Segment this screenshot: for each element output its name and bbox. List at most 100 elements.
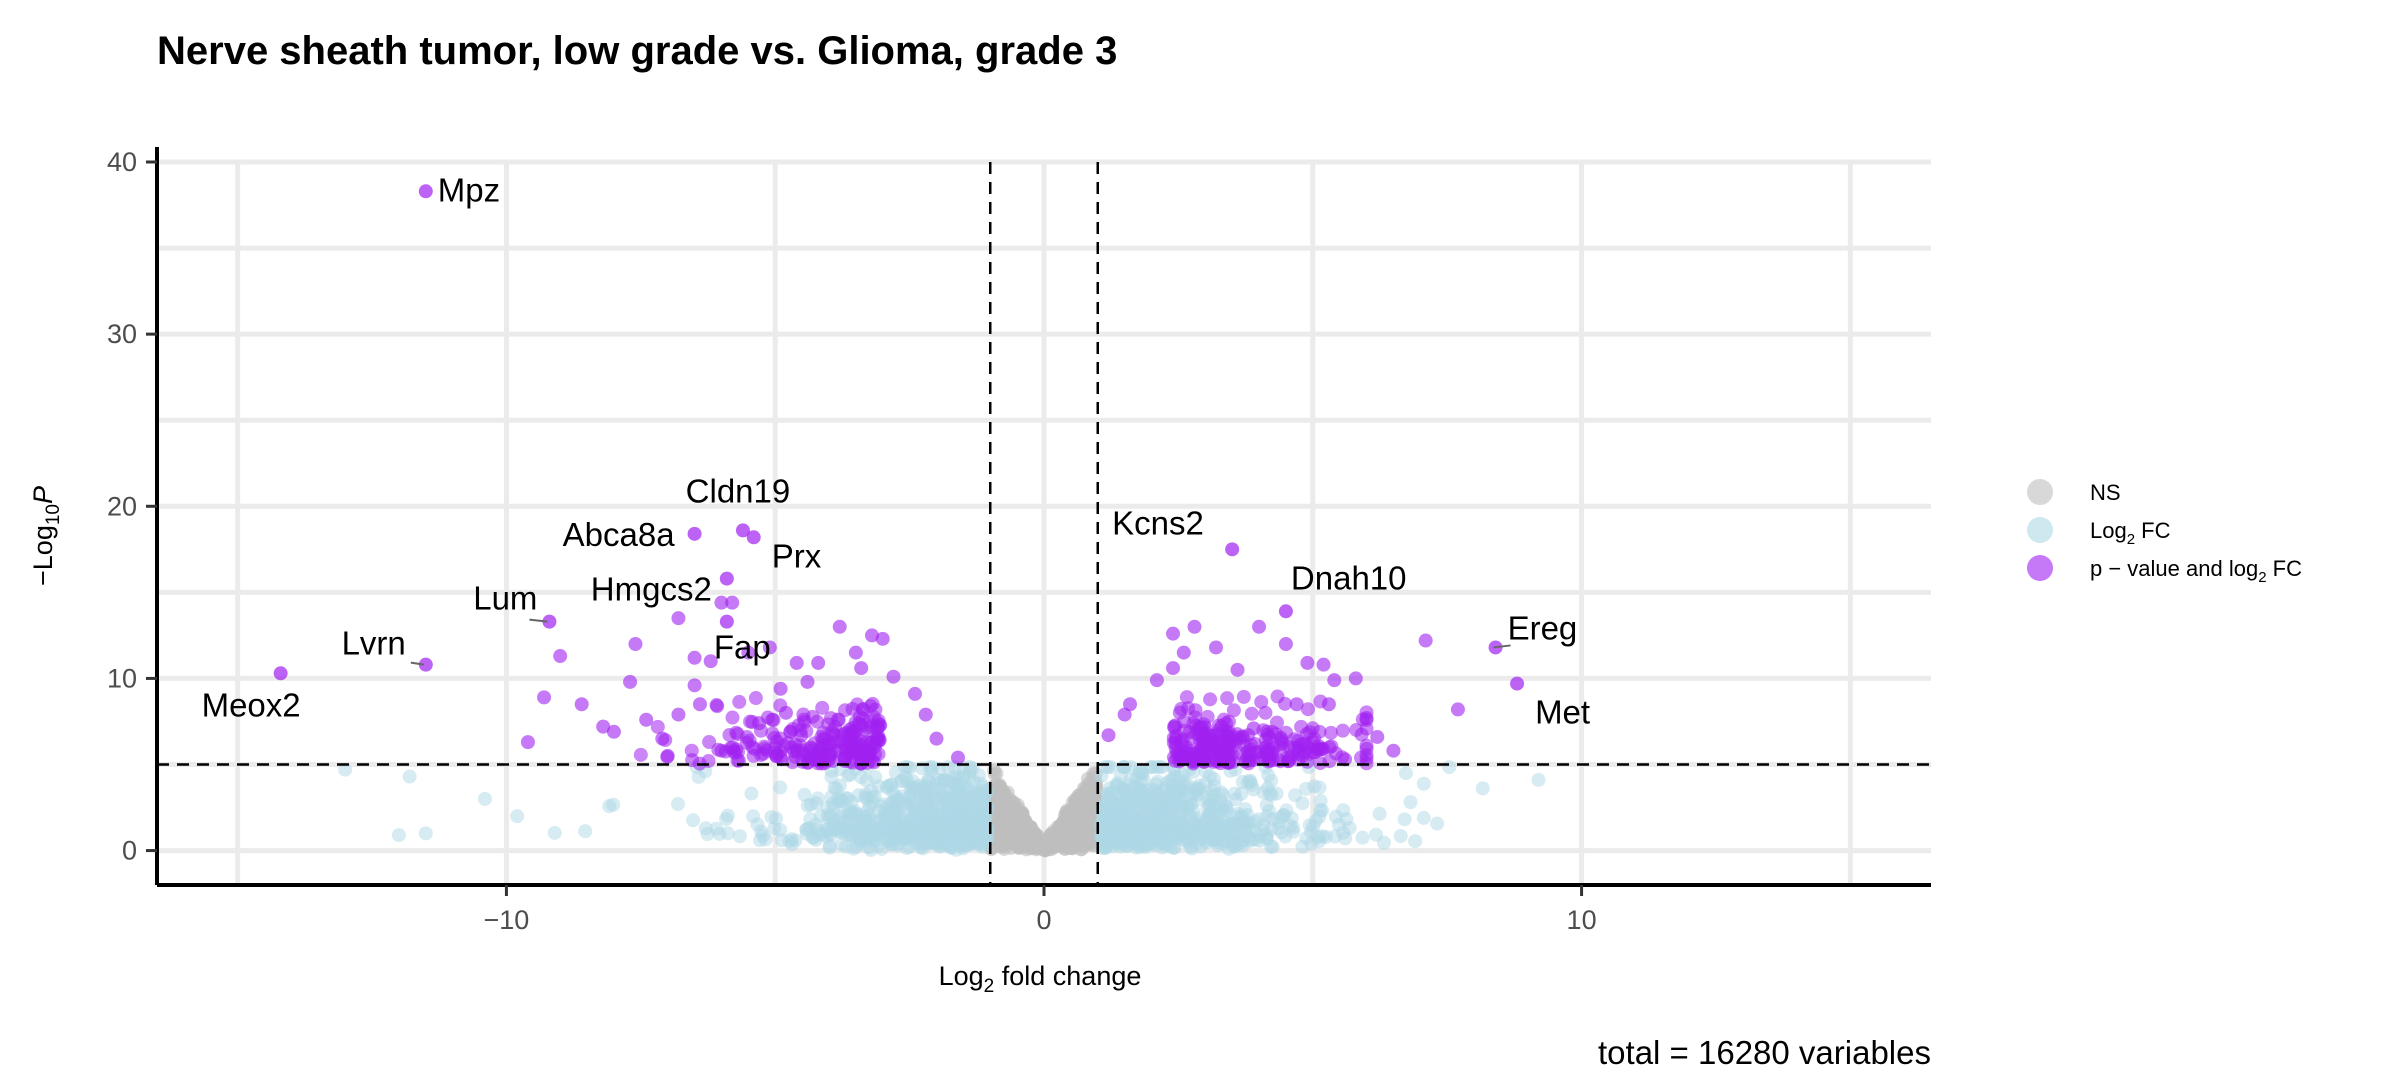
point-significant — [822, 747, 837, 762]
point-significant — [1316, 657, 1331, 672]
point-log2fc — [767, 821, 782, 836]
point-significant — [1123, 697, 1138, 712]
x-axis-title: Log2 fold change — [939, 961, 1142, 997]
point-significant — [650, 719, 665, 734]
gene-labels: Mpz Cldn19 Prx Abca8a Hmgcs2 Lum Fap Lvrn Meox2 K… — [202, 171, 1591, 730]
point-significant — [606, 724, 621, 739]
point-significant — [520, 735, 535, 750]
point-log2fc — [402, 769, 417, 784]
point-log2fc — [1101, 786, 1116, 801]
point-log2fc — [1209, 805, 1224, 820]
point-log2fc — [698, 821, 713, 836]
y-axis-ticks: 0 10 20 30 40 — [107, 147, 157, 866]
point-log2fc — [910, 832, 925, 847]
point-log2fc — [1102, 797, 1117, 812]
point-significant — [1292, 746, 1307, 761]
point-ns — [1064, 837, 1079, 852]
point-significant — [1354, 727, 1369, 742]
x-tick-label: 10 — [1567, 905, 1597, 935]
point-significant — [875, 631, 890, 646]
point-significant — [1187, 619, 1202, 634]
point-log2fc — [977, 783, 992, 798]
point-log2fc — [764, 809, 779, 824]
point-log2fc — [810, 791, 825, 806]
point-log2fc — [859, 773, 874, 788]
point-significant — [1359, 741, 1374, 756]
point-log2fc — [838, 839, 853, 854]
point-significant — [725, 595, 740, 610]
point-labeled-gene — [1510, 676, 1525, 691]
point-log2fc — [898, 760, 913, 775]
cutoff-lines — [157, 162, 1931, 885]
point-log2fc — [1342, 820, 1357, 835]
point-significant — [1117, 707, 1132, 722]
x-tick-label: 0 — [1036, 905, 1051, 935]
point-significant — [918, 707, 933, 722]
point-significant — [886, 669, 901, 684]
x-tick-label: −10 — [484, 905, 530, 935]
point-significant — [1277, 696, 1292, 711]
point-significant — [1335, 723, 1350, 738]
point-significant — [1450, 702, 1465, 717]
point-significant — [1262, 742, 1277, 757]
point-log2fc — [1260, 809, 1275, 824]
point-log2fc — [1430, 816, 1445, 831]
point-significant — [748, 691, 763, 706]
point-significant — [596, 719, 611, 734]
point-labeled-gene — [719, 571, 734, 586]
point-significant — [730, 744, 745, 759]
point-log2fc — [338, 762, 353, 777]
point-ns — [1003, 823, 1018, 838]
point-log2fc — [887, 813, 902, 828]
point-log2fc — [1155, 760, 1170, 775]
legend-key-log2fc — [2027, 517, 2053, 543]
y-tick-label: 10 — [107, 663, 137, 693]
gene-label-dnah10: Dnah10 — [1291, 559, 1407, 596]
point-log2fc — [1143, 782, 1158, 797]
point-log2fc — [799, 822, 814, 837]
point-significant — [1220, 691, 1235, 706]
point-significant — [1323, 725, 1338, 740]
point-ns — [1076, 781, 1091, 796]
point-significant — [778, 705, 793, 720]
point-log2fc — [833, 810, 848, 825]
gene-label-abca8a: Abca8a — [563, 516, 676, 553]
point-significant — [687, 650, 702, 665]
point-log2fc — [942, 835, 957, 850]
point-significant — [845, 701, 860, 716]
point-significant — [702, 734, 717, 749]
gene-label-ereg: Ereg — [1508, 609, 1578, 646]
caption: total = 16280 variables — [1598, 1034, 1931, 1071]
point-log2fc — [1260, 781, 1275, 796]
point-log2fc — [895, 773, 910, 788]
point-significant — [1149, 673, 1164, 688]
point-log2fc — [1398, 766, 1413, 781]
point-significant — [774, 752, 789, 767]
point-significant — [1166, 661, 1181, 676]
point-significant — [1179, 690, 1194, 705]
point-log2fc — [1228, 839, 1243, 854]
point-log2fc — [1141, 818, 1156, 833]
point-ns — [1017, 813, 1032, 828]
point-significant — [1236, 689, 1251, 704]
point-significant — [1254, 694, 1269, 709]
point-significant — [729, 725, 744, 740]
point-significant — [840, 741, 855, 756]
point-significant — [848, 723, 863, 738]
point-log2fc — [1174, 806, 1189, 821]
point-log2fc — [510, 809, 525, 824]
point-significant — [1258, 705, 1273, 720]
point-significant — [929, 731, 944, 746]
point-log2fc — [824, 770, 839, 785]
point-log2fc — [962, 797, 977, 812]
point-significant — [1219, 728, 1234, 743]
point-significant — [660, 748, 675, 763]
point-log2fc — [1235, 815, 1250, 830]
point-significant — [811, 655, 826, 670]
point-significant — [1269, 715, 1284, 730]
point-significant — [553, 649, 568, 664]
point-log2fc — [898, 819, 913, 834]
point-log2fc — [1336, 803, 1351, 818]
point-log2fc — [1186, 803, 1201, 818]
